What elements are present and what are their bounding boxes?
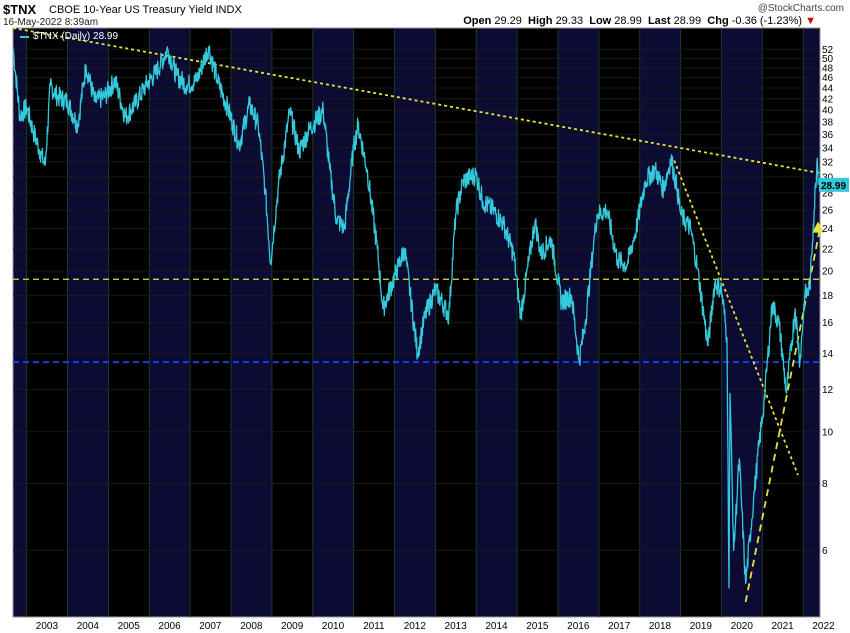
x-tick-label: 2007 (199, 621, 222, 632)
x-tick-label: 2019 (690, 621, 713, 632)
ohlc-readout: Open 29.29 High 29.33 Low 28.99 Last 28.… (463, 15, 816, 27)
open-label: Open (463, 15, 492, 27)
ticker-symbol: $TNX (3, 2, 37, 17)
y-tick-label: 50 (822, 54, 834, 65)
trendline-1 (12, 27, 821, 174)
y-tick-label: 26 (822, 206, 834, 217)
y-tick-label: 52 (822, 45, 834, 56)
y-tick-label: 28 (822, 188, 834, 199)
x-tick-label: 2009 (281, 621, 304, 632)
last-value-label: 28.99 (821, 181, 846, 192)
y-tick-label: 38 (822, 118, 834, 129)
x-tick-label: 2020 (731, 621, 754, 632)
x-axis: 2003 2004 2005 2006 2007 2008 2009 2010 2011 2012… (36, 621, 835, 632)
x-tick-label: 2008 (240, 621, 263, 632)
low-label: Low (589, 15, 612, 27)
last-value-marker: 28.99 (819, 177, 849, 192)
chg-value: -0.36 (-1.23%) (731, 15, 803, 27)
last-label: Last (647, 15, 671, 27)
chart-timestamp: 16-May-2022 8:39am (3, 17, 99, 28)
x-tick-label: 2012 (404, 621, 427, 632)
series-tnx (12, 45, 819, 589)
y-tick-label: 34 (822, 143, 834, 154)
stockcharts-watermark: @StockCharts.com (757, 3, 844, 14)
y-tick-label: 16 (822, 318, 834, 329)
x-tick-label: 2010 (322, 621, 345, 632)
y-tick-label: 42 (822, 94, 834, 105)
x-tick-label: 2016 (567, 621, 590, 632)
last-value: 28.99 (673, 15, 702, 27)
x-tick-label: 2005 (118, 621, 141, 632)
chg-label: Chg (707, 15, 729, 27)
open-value: 29.29 (494, 15, 522, 27)
y-tick-label: 40 (822, 106, 834, 117)
instrument-name: CBOE 10-Year US Treasury Yield INDX (49, 4, 242, 16)
x-tick-label: 2017 (608, 621, 631, 632)
x-tick-label: 2021 (772, 621, 795, 632)
trendline-2 (673, 160, 799, 476)
y-tick-label: 8 (822, 479, 828, 490)
y-tick-label: 22 (822, 244, 834, 255)
x-tick-label: 2014 (485, 621, 508, 632)
x-tick-label: 2013 (445, 621, 468, 632)
y-tick-label: 12 (822, 385, 834, 396)
legend-swatch (20, 35, 29, 38)
y-tick-label: 44 (822, 84, 834, 95)
y-tick-label: 14 (822, 349, 834, 360)
y-axis: 5250484644424038363432302826242220181614… (822, 45, 834, 557)
x-tick-label: 2022 (812, 621, 835, 632)
last-value-box (819, 177, 849, 192)
x-tick-label: 2015 (526, 621, 549, 632)
x-tick-label: 2004 (77, 621, 100, 632)
down-arrow-icon: ▼ (805, 15, 816, 27)
y-tick-label: 6 (822, 546, 828, 557)
legend: $TNX (Daily) 28.99 (20, 31, 118, 42)
series-line (12, 45, 819, 589)
x-tick-label: 2011 (363, 621, 385, 632)
low-value: 28.99 (614, 15, 642, 27)
arrow-icon (812, 221, 824, 233)
y-tick-label: 10 (822, 427, 834, 438)
high-label: High (528, 15, 553, 27)
y-tick-label: 24 (822, 224, 834, 235)
y-tick-label: 32 (822, 157, 834, 168)
y-tick-label: 48 (822, 63, 834, 74)
y-tick-label: 18 (822, 291, 834, 302)
legend-label: $TNX (Daily) 28.99 (33, 31, 119, 42)
x-tick-label: 2003 (36, 621, 59, 632)
x-tick-label: 2018 (649, 621, 672, 632)
y-tick-label: 36 (822, 130, 834, 141)
x-tick-label: 2006 (158, 621, 181, 632)
y-tick-label: 46 (822, 73, 834, 84)
y-tick-label: 20 (822, 266, 834, 277)
high-value: 29.33 (555, 15, 584, 27)
